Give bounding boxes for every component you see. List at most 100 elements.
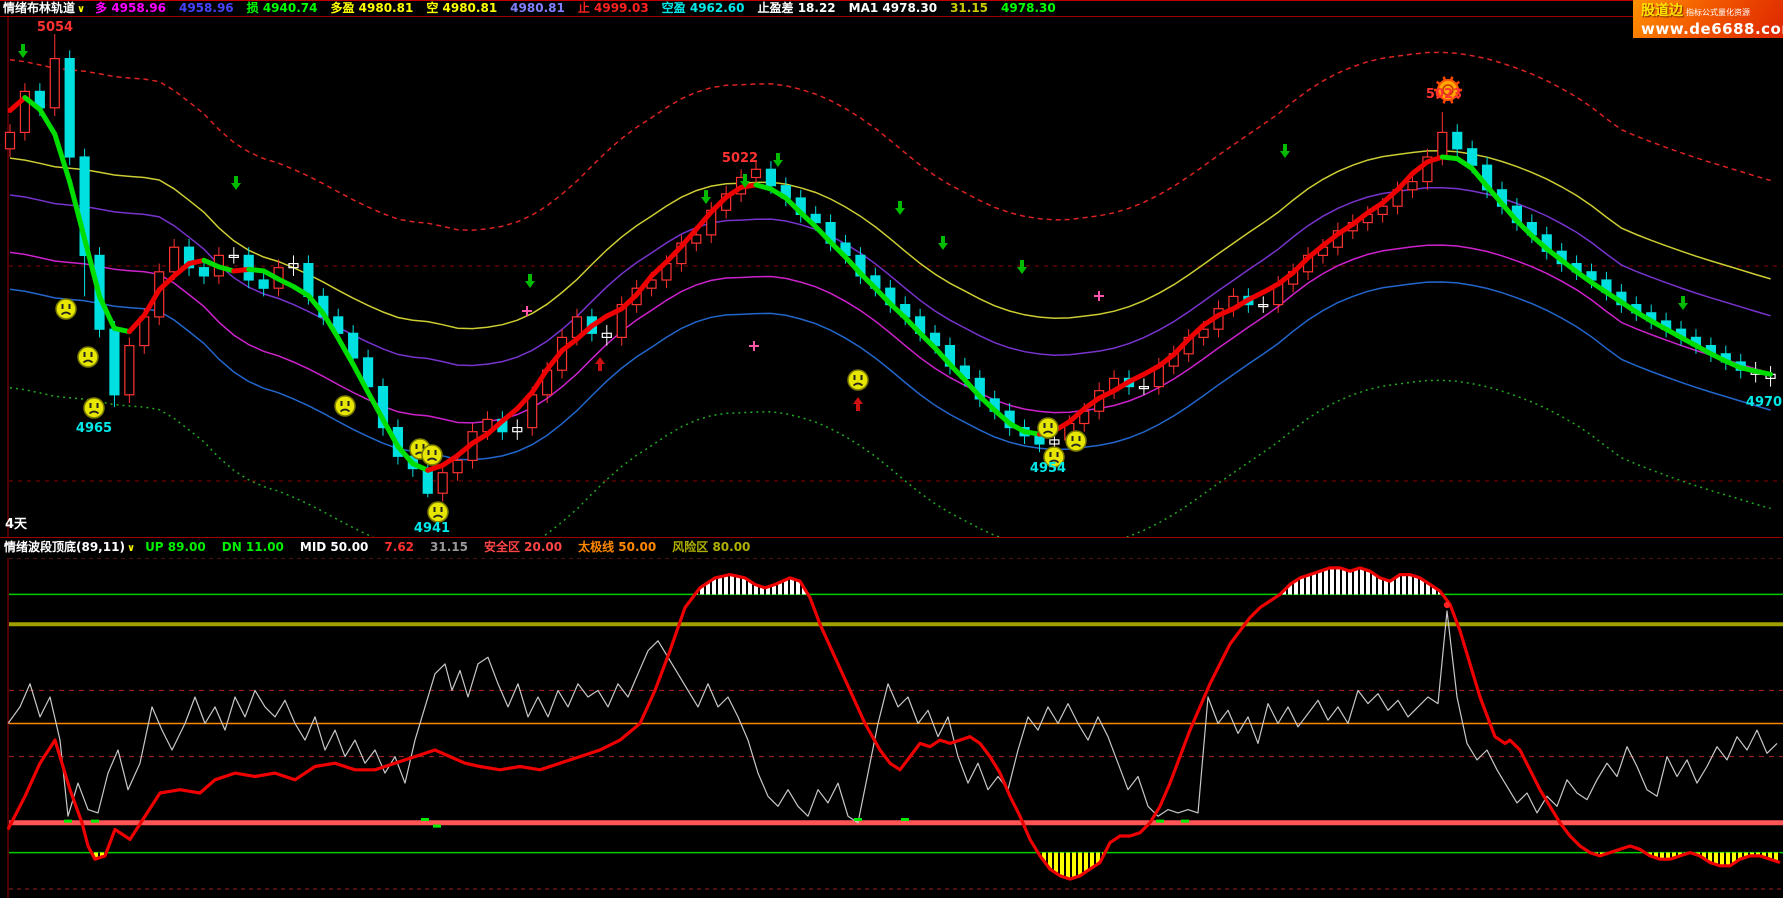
trend-ribbon (977, 393, 998, 413)
sad-face-icon (1037, 417, 1059, 439)
down-arrow-icon (1678, 296, 1688, 310)
trend-ribbon (1335, 221, 1356, 237)
trend-ribbon (1499, 201, 1520, 224)
top-info-bar: 情绪布林轨道 ∨ 多 4958.96 4958.96 损 4940.74 多盈 4980.… (0, 0, 1783, 17)
trend-ribbon (1201, 312, 1222, 328)
candle-body (333, 316, 344, 334)
trend-ribbon (1380, 187, 1401, 206)
down-arrow-icon (231, 176, 241, 190)
pivot-mark (433, 824, 441, 828)
sun-icon (1434, 76, 1462, 104)
trend-ribbon (261, 268, 282, 282)
sad-face-icon (847, 369, 869, 391)
ad-banner[interactable]: 股道边 指标公式量化资源 www.de6688.com (1633, 0, 1783, 38)
candle-body (1452, 131, 1463, 150)
trend-ribbon (171, 261, 192, 279)
trend-ribbon (902, 315, 923, 336)
trend-ribbon (305, 293, 326, 317)
candle-body (1437, 131, 1448, 158)
candle-body (1049, 439, 1060, 445)
down-arrow-icon (701, 190, 711, 204)
main-price-chart: 5054 4965 4941 5022 4954 5023 4970 4天 (0, 16, 1783, 537)
banner-url: www.de6688.com (1641, 20, 1783, 38)
oscillator-chart (6, 558, 1783, 898)
trend-ribbon (1618, 299, 1639, 315)
trend-ribbon (350, 361, 371, 395)
down-arrow-icon (18, 44, 28, 58)
candle-body (79, 156, 90, 257)
pivot-mark (64, 819, 72, 823)
trend-ribbon (1111, 379, 1132, 394)
trend-ribbon (992, 407, 1013, 426)
trend-ribbon (1723, 358, 1744, 371)
trend-ribbon (559, 336, 580, 354)
trend-ribbon (111, 325, 132, 335)
sub-indicator-title[interactable]: 情绪波段顶底(89,11) (4, 540, 125, 554)
up-arrow-icon (853, 397, 863, 411)
trend-ribbon (1320, 231, 1341, 249)
trend-ribbon (141, 287, 162, 318)
down-arrow-icon (773, 153, 783, 167)
plus-mark-icon (749, 341, 759, 351)
trend-ribbon (7, 95, 28, 114)
candle-body (4, 131, 16, 150)
chevron-down-icon[interactable]: ∨ (77, 4, 86, 15)
sub-header-param: 太极线 50.00 (578, 540, 657, 554)
sub-header-param: 7.62 (384, 540, 415, 554)
trend-ribbon (753, 182, 774, 192)
candle-body (109, 328, 120, 396)
pivot-mark (91, 819, 99, 823)
banner-tagline: 指标公式量化资源 (1686, 8, 1750, 17)
top-bar-value: 31.15 (950, 1, 989, 15)
candle-body (198, 267, 210, 277)
price-label: 5023 (1426, 87, 1462, 102)
series-fast (7, 610, 1778, 824)
trend-ribbon (1156, 352, 1177, 369)
price-label: 4941 (414, 521, 450, 536)
trend-ribbon (82, 236, 103, 299)
main-indicator-title[interactable]: 情绪布林轨道 (3, 1, 76, 15)
trend-ribbon (1454, 156, 1475, 171)
sad-face-icon (1065, 430, 1087, 452)
sad-face-icon (83, 397, 105, 419)
trend-ribbon (1648, 318, 1669, 332)
trend-ribbon (1514, 218, 1535, 239)
trend-ribbon (1066, 406, 1087, 425)
candle-body (228, 254, 239, 258)
trend-ribbon (1409, 159, 1430, 176)
trend-ribbon (857, 270, 878, 291)
trend-ribbon (887, 301, 908, 321)
sub-header-param: DN 11.00 (221, 540, 284, 554)
candle-body (258, 279, 269, 289)
sub-indicator-values: UP 89.00 DN 11.00 MID 50.00 7.62 31.15 安全区 20… (145, 540, 766, 554)
trend-ribbon (335, 335, 356, 367)
trend-ribbon (843, 254, 863, 276)
candle-body (1467, 148, 1478, 166)
candle-body (616, 304, 627, 339)
trend-ribbon (52, 131, 73, 185)
trend-ribbon (634, 273, 655, 298)
band-outer-upper-red-dashed (9, 51, 1771, 231)
candle-body (64, 57, 75, 158)
plus-mark-icon (522, 306, 532, 316)
overbought-fill (1280, 567, 1443, 595)
top-bar-value: 4980.81 (510, 1, 565, 15)
sad-face-icon (77, 346, 99, 368)
candle-body (437, 472, 448, 494)
pivot-mark (1156, 819, 1164, 823)
trend-ribbon (1529, 233, 1550, 252)
trend-ribbon (231, 266, 252, 274)
overbought-fill (695, 574, 808, 595)
trend-ribbon (156, 273, 177, 293)
candle-body (1138, 386, 1150, 390)
trend-ribbon (947, 361, 968, 383)
trend-ribbon (1603, 289, 1624, 305)
trend-ribbon (1186, 322, 1207, 342)
chevron-down-icon[interactable]: ∨ (126, 543, 136, 554)
candle-body (810, 213, 821, 224)
trend-ribbon (723, 184, 744, 200)
trend-ribbon (499, 406, 520, 424)
trend-ribbon (649, 259, 669, 279)
trend-ribbon (440, 452, 461, 468)
trend-ribbon (604, 306, 625, 319)
